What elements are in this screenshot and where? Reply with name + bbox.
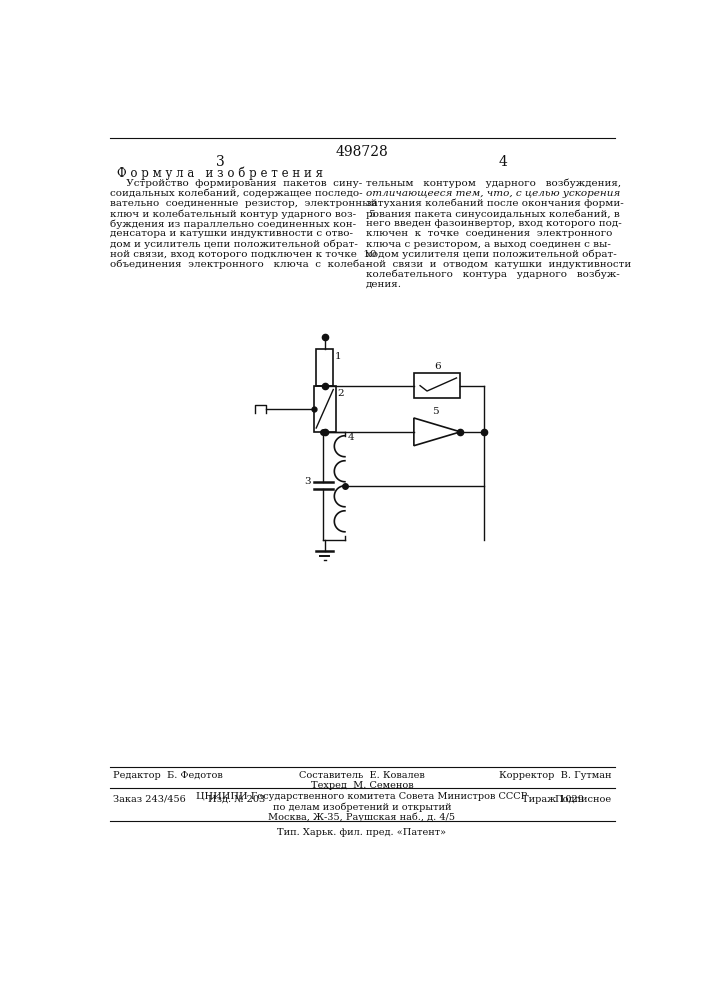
- Text: ключен  к  точке  соединения  электронного: ключен к точке соединения электронного: [366, 229, 612, 238]
- Text: Подписное: Подписное: [554, 795, 612, 804]
- Text: колебательного   контура   ударного   возбуж-: колебательного контура ударного возбуж-: [366, 270, 619, 279]
- Text: денсатора и катушки индуктивности с отво-: денсатора и катушки индуктивности с отво…: [110, 229, 353, 238]
- Text: 498728: 498728: [336, 145, 388, 159]
- Text: Москва, Ж-35, Раушская наб., д. 4/5: Москва, Ж-35, Раушская наб., д. 4/5: [269, 812, 455, 822]
- Text: 3: 3: [216, 155, 225, 169]
- Text: 2: 2: [337, 389, 344, 398]
- Text: ключ и колебательный контур ударного воз-    5: ключ и колебательный контур ударного воз…: [110, 209, 376, 219]
- Text: 3: 3: [304, 477, 311, 486]
- Text: рования пакета синусоидальных колебаний, в: рования пакета синусоидальных колебаний,…: [366, 209, 619, 219]
- Text: 4: 4: [498, 155, 508, 169]
- Text: по делам изобретений и открытий: по делам изобретений и открытий: [273, 802, 451, 812]
- Text: Составитель  Е. Ковалев: Составитель Е. Ковалев: [299, 771, 425, 780]
- Text: ЦНИИПИ Государственного комитета Совета Министров СССР: ЦНИИПИ Государственного комитета Совета …: [197, 792, 527, 801]
- Text: соидальных колебаний, содержащее последо-: соидальных колебаний, содержащее последо…: [110, 189, 363, 198]
- Text: 6: 6: [434, 362, 440, 371]
- Text: Тираж 1029: Тираж 1029: [522, 795, 584, 804]
- Text: Заказ 243/456: Заказ 243/456: [113, 795, 186, 804]
- Text: ходом усилителя цепи положительной обрат-: ходом усилителя цепи положительной обрат…: [366, 250, 617, 259]
- Text: тельным   контуром   ударного   возбуждения,: тельным контуром ударного возбуждения,: [366, 179, 621, 188]
- Text: отличающееся тем, что, с целью ускорения: отличающееся тем, что, с целью ускорения: [366, 189, 620, 198]
- Text: него введен фазоинвертор, вход которого под-: него введен фазоинвертор, вход которого …: [366, 219, 621, 228]
- Text: ключа с резистором, а выход соединен с вы-: ключа с резистором, а выход соединен с в…: [366, 240, 611, 249]
- Text: объединения  электронного   ключа  с  колеба-: объединения электронного ключа с колеба-: [110, 260, 369, 269]
- Text: Корректор  В. Гутман: Корректор В. Гутман: [499, 771, 612, 780]
- Bar: [314, 386, 336, 432]
- Text: 4: 4: [348, 433, 355, 442]
- Text: ной  связи  и  отводом  катушки  индуктивности: ной связи и отводом катушки индуктивност…: [366, 260, 631, 269]
- Text: Редактор  Б. Федотов: Редактор Б. Федотов: [113, 771, 223, 780]
- Text: дом и усилитель цепи положительной обрат-: дом и усилитель цепи положительной обрат…: [110, 240, 358, 249]
- Text: Тип. Харьк. фил. пред. «Патент»: Тип. Харьк. фил. пред. «Патент»: [277, 828, 446, 837]
- Text: Техред  М. Семенов: Техред М. Семенов: [310, 781, 414, 790]
- Bar: [414, 373, 460, 398]
- Text: ной связи, вход которого подключен к точке  10: ной связи, вход которого подключен к точ…: [110, 250, 377, 259]
- Text: затухания колебаний после окончания форми-: затухания колебаний после окончания форм…: [366, 199, 624, 208]
- Text: Изд. № 203: Изд. № 203: [209, 795, 266, 804]
- Bar: [316, 349, 333, 386]
- Text: вательно  соединенные  резистор,  электронный: вательно соединенные резистор, электронн…: [110, 199, 378, 208]
- Text: 5: 5: [432, 407, 439, 416]
- Text: буждения из параллельно соединенных кон-: буждения из параллельно соединенных кон-: [110, 219, 356, 229]
- Text: 1: 1: [335, 352, 341, 361]
- Text: дения.: дения.: [366, 280, 402, 289]
- Text: Устройство  формирования  пакетов  сину-: Устройство формирования пакетов сину-: [110, 179, 362, 188]
- Text: Ф о р м у л а   и з о б р е т е н и я: Ф о р м у л а и з о б р е т е н и я: [117, 166, 323, 180]
